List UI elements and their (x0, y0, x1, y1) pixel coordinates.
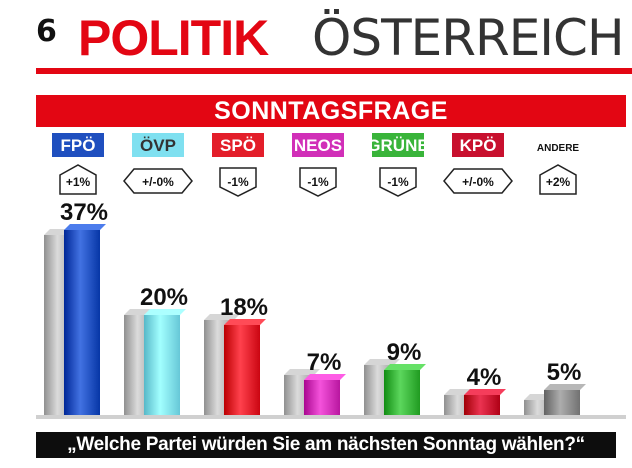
party-bar (544, 390, 580, 415)
change-badge (59, 164, 97, 195)
chart-baseline (36, 415, 626, 419)
party-bar (64, 230, 100, 415)
change-value: +/-0% (142, 175, 174, 189)
party-bar-top (64, 224, 106, 230)
change-badge (123, 168, 193, 194)
category-label-box (292, 133, 344, 157)
value-label: 20% (140, 284, 188, 311)
poll-chart: SONNTAGSFRAGE ⋮ FPÖ +1% 37% ÖVP +/-0% 20% SPÖ -… (36, 95, 632, 458)
page-header: 6 POLITIK ÖSTERREICH (0, 0, 632, 78)
category-label-box (452, 133, 504, 157)
value-label: 37% (60, 199, 108, 226)
party-bar-top (384, 364, 426, 370)
previous-value-bar-top (284, 369, 320, 375)
category-label-box (372, 133, 424, 157)
previous-value-bar-top (364, 359, 400, 365)
value-label: 18% (220, 294, 268, 321)
change-badge (539, 164, 577, 195)
value-label: 5% (547, 359, 582, 386)
change-value: +1% (66, 175, 91, 189)
party-bar (464, 395, 500, 415)
section-subtitle: ÖSTERREICH (312, 9, 625, 67)
section-title: POLITIK (78, 10, 269, 66)
party-bar-top (304, 374, 346, 380)
party-bar (224, 325, 260, 415)
party-bar-top (544, 384, 586, 390)
value-label: 4% (467, 364, 502, 391)
previous-value-bar-top (204, 314, 240, 320)
category-label-box (132, 133, 184, 157)
change-value: -1% (307, 175, 329, 189)
change-value: -1% (227, 175, 249, 189)
category-label: SPÖ (220, 136, 256, 155)
chart-canvas: FPÖ +1% 37% ÖVP +/-0% 20% SPÖ -1% 18% NEOS -1% 7% GR… (36, 133, 626, 419)
change-value: -1% (387, 175, 409, 189)
header-rule (36, 68, 632, 74)
chart-title: SONNTAGSFRAGE (36, 95, 626, 127)
category-label: ANDERE (537, 143, 580, 154)
chart-question: „Welche Partei würden Sie am nächsten So… (36, 432, 616, 458)
edge-mark: ⋮ (628, 103, 632, 113)
change-value: +2% (546, 175, 571, 189)
party-bar (384, 370, 420, 415)
category-label: GRÜNE (367, 136, 428, 155)
category-label-box (212, 133, 264, 157)
category-label: ÖVP (140, 136, 176, 155)
category-label: FPÖ (61, 136, 96, 155)
party-bar (144, 315, 180, 415)
party-bar-top (224, 319, 266, 325)
change-value: +/-0% (462, 175, 494, 189)
category-label: NEOS (294, 136, 342, 155)
category-label: KPÖ (460, 136, 497, 155)
change-badge (299, 167, 337, 197)
change-badge (219, 167, 257, 197)
party-bar (304, 380, 340, 415)
change-badge (443, 168, 513, 194)
party-bar-top (464, 389, 506, 395)
party-bar-top (144, 309, 186, 315)
value-label: 7% (307, 349, 342, 376)
category-label-box (52, 133, 104, 157)
change-badge (379, 167, 417, 197)
page-number: 6 (36, 14, 57, 49)
value-label: 9% (387, 339, 422, 366)
